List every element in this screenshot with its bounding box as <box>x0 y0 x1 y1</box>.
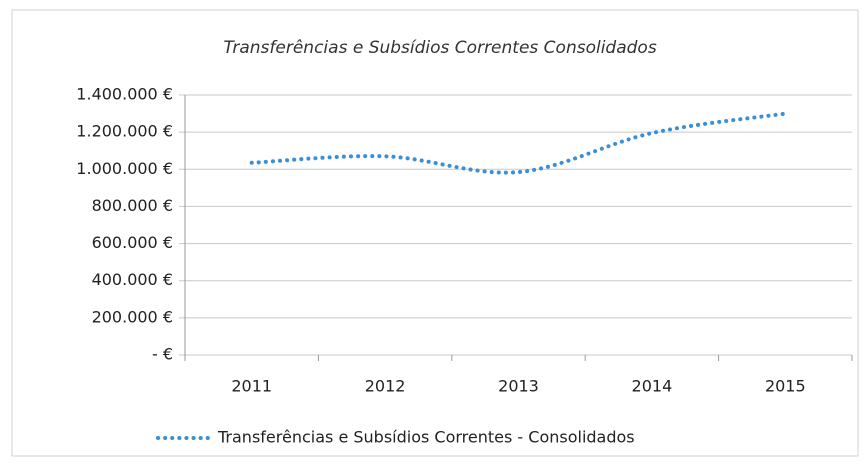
y-tick-label: 600.000 € <box>92 233 173 252</box>
x-tick-label: 2014 <box>632 377 673 396</box>
y-tick-label: 1.200.000 € <box>76 122 173 141</box>
y-tick-label: 800.000 € <box>92 196 173 215</box>
y-tick-label: 400.000 € <box>92 270 173 289</box>
chart-title: Transferências e Subsídios Correntes Con… <box>223 38 657 58</box>
legend-label: Transferências e Subsídios Correntes - C… <box>217 428 635 447</box>
x-tick-label: 2015 <box>765 377 806 396</box>
x-tick-label: 2011 <box>231 377 272 396</box>
y-tick-label: 1.400.000 € <box>76 85 173 104</box>
line-series <box>249 111 788 175</box>
y-tick-label: - € <box>152 345 173 364</box>
chart-frame <box>11 9 859 457</box>
x-tick-label: 2012 <box>365 377 406 396</box>
y-tick-label: 200.000 € <box>92 307 173 326</box>
x-tick-label: 2013 <box>498 377 539 396</box>
y-tick-label: 1.000.000 € <box>76 159 173 178</box>
